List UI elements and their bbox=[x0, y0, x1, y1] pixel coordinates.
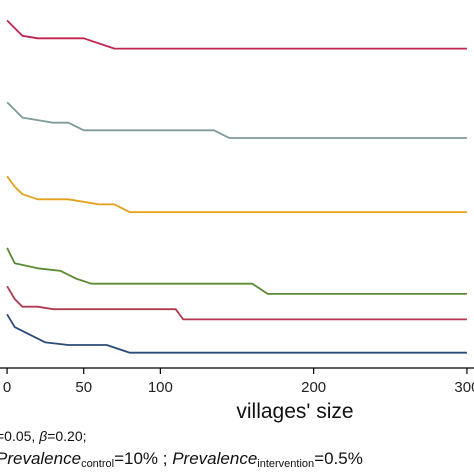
prevalence-note: Prevalencecontrol=10% ; Prevalenceinterv… bbox=[0, 449, 363, 470]
x-axis-ticks: 0 50 100 200 300 bbox=[3, 368, 474, 396]
prevalence-control-value: =10% ; bbox=[114, 449, 173, 468]
prevalence-intervention-subscript: intervention bbox=[257, 458, 315, 470]
alpha-value: =0.05, bbox=[0, 428, 40, 444]
x-tick-label: 0 bbox=[3, 379, 11, 396]
x-tick-label: 300 bbox=[454, 379, 474, 396]
x-axis-title: villages' size bbox=[236, 400, 353, 423]
prevalence-control-label: Prevalence bbox=[0, 449, 82, 468]
series-line-2 bbox=[6, 101, 467, 139]
series-line-3 bbox=[6, 175, 467, 214]
beta-value: =0.20; bbox=[47, 428, 87, 444]
parameters-note: =0.05, β=0.20; bbox=[0, 428, 87, 444]
series-line-6 bbox=[6, 313, 467, 354]
x-tick-label: 200 bbox=[301, 379, 326, 396]
series-line-5 bbox=[6, 285, 467, 321]
prevalence-control-subscript: control bbox=[81, 458, 115, 470]
series-line-4 bbox=[6, 247, 467, 295]
prevalence-intervention-value: =0.5% bbox=[314, 449, 363, 468]
x-tick-label: 50 bbox=[75, 379, 92, 396]
prevalence-intervention-label: Prevalence bbox=[172, 449, 258, 468]
series-line-1 bbox=[6, 19, 467, 50]
beta-symbol: β bbox=[39, 428, 48, 444]
series-layer bbox=[6, 19, 467, 354]
x-tick-label: 100 bbox=[148, 379, 173, 396]
